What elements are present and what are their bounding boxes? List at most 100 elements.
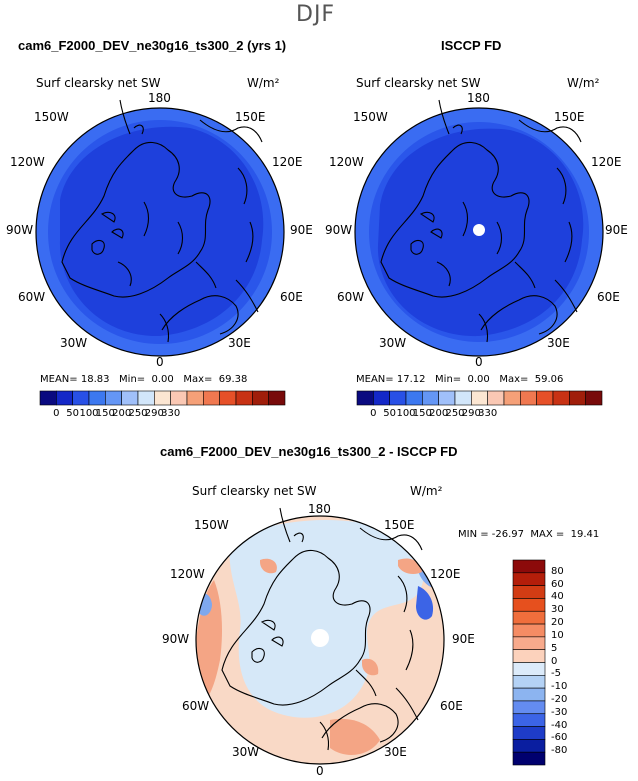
colorbar-swatch [56, 390, 73, 406]
lon-label: 30W [60, 336, 88, 350]
colorbar-tick-label: 100 [396, 408, 416, 419]
colorbar-swatch [170, 390, 188, 406]
lon-label: 150E [384, 518, 415, 532]
lon-label: 180 [148, 91, 171, 105]
lon-label: 120W [329, 155, 364, 169]
panel-title-model: cam6_F2000_DEV_ne30g16_ts300_2 (yrs 1) [18, 38, 287, 53]
colorbar-swatch [512, 636, 546, 650]
colorbar-swatch [552, 390, 570, 406]
units-label-model: W/m² [247, 76, 280, 90]
colorbar-tick-label: 330 [161, 408, 181, 419]
colorbar-swatch [39, 390, 57, 406]
lon-label: 150W [194, 518, 229, 532]
colorbar-swatch [438, 390, 456, 406]
lon-label: 180 [308, 502, 331, 516]
panel-title-obs: ISCCP FD [441, 38, 502, 53]
colorbar-swatch [471, 390, 488, 406]
colorbar-tick-label: 0 [370, 408, 377, 419]
colorbar-swatch [137, 390, 155, 406]
diff-field-label: Surf clearsky net SW [192, 484, 317, 498]
colorbar-swatch [512, 751, 546, 766]
colorbar-swatch [512, 623, 546, 638]
colorbar-swatch [536, 390, 554, 406]
lon-label: 30W [232, 745, 260, 759]
lon-label: 150W [34, 110, 69, 124]
map-panel-model [35, 99, 285, 357]
colorbar-swatch [512, 559, 546, 574]
diff-units-label: W/m² [410, 484, 443, 498]
colorbar-swatch [512, 572, 546, 586]
colorbar-swatch [569, 390, 586, 406]
lon-label: 90E [452, 632, 475, 646]
stats-model: MEAN= 18.83 Min= 0.00 Max= 69.38 [40, 374, 248, 385]
colorbar-swatch [405, 390, 423, 406]
colorbar-tick-label: 80 [551, 565, 564, 577]
colorbar-swatch [512, 739, 546, 753]
colorbar-tick-label: 330 [478, 408, 498, 419]
lon-label: 120E [591, 155, 622, 169]
lon-label: 60W [337, 290, 365, 304]
colorbar-obs [356, 390, 603, 406]
field-label-obs: Surf clearsky net SW [356, 76, 481, 90]
colorbar-tick-label: 50 [66, 408, 80, 419]
pole-hole [473, 224, 485, 236]
colorbar-swatch [422, 390, 439, 406]
lon-label: 30E [228, 336, 251, 350]
colorbar-tick-label: 150 [95, 408, 115, 419]
colorbar-swatch [373, 390, 390, 406]
lon-label: 0 [475, 355, 483, 369]
colorbar-tick-label: 30 [551, 604, 564, 616]
colorbar-swatch [88, 390, 106, 406]
colorbar-difference [512, 559, 546, 766]
lon-label: 90E [605, 223, 628, 237]
lon-label: 180 [467, 91, 490, 105]
lon-label: 60E [440, 699, 463, 713]
colorbar-tick-label: 10 [551, 629, 564, 641]
lon-label: 120E [272, 155, 303, 169]
colorbar-swatch [512, 687, 546, 702]
colorbar-tick-label: 0 [53, 408, 60, 419]
lon-label: 90W [325, 223, 353, 237]
stats-obs: MEAN= 17.12 Min= 0.00 Max= 59.06 [356, 374, 564, 385]
colorbar-swatch [454, 390, 472, 406]
colorbar-tick-label: 150 [412, 408, 432, 419]
colorbar-swatch [121, 390, 139, 406]
map-panel-obs [354, 99, 604, 357]
colorbar-swatch [219, 390, 237, 406]
colorbar-tick-label: 290 [144, 408, 164, 419]
lon-label: 90W [162, 632, 190, 646]
colorbar-swatch [512, 726, 546, 740]
colorbar-tick-label: 40 [551, 591, 564, 603]
lon-label: 120W [170, 567, 205, 581]
colorbar-swatch [512, 675, 546, 689]
lon-label: 150W [353, 110, 388, 124]
lon-label: 90E [290, 223, 313, 237]
colorbar-tick-label: -5 [551, 668, 561, 680]
lon-label: 30W [379, 336, 407, 350]
colorbar-swatch [105, 390, 122, 406]
colorbar-swatch [72, 390, 90, 406]
colorbar-swatch [186, 390, 204, 406]
colorbar-swatch [512, 610, 546, 625]
lon-label: 30E [384, 745, 407, 759]
colorbar-swatch [203, 390, 220, 406]
colorbar-tick-label: 100 [79, 408, 99, 419]
lon-label: 60W [18, 290, 46, 304]
colorbar-tick-label: 60 [551, 578, 564, 590]
colorbar-swatch [512, 700, 546, 715]
colorbar-tick-label: 0 [551, 655, 558, 667]
lon-label: 150E [235, 110, 266, 124]
colorbar-tick-label: -80 [551, 745, 568, 757]
lon-label: 60E [280, 290, 303, 304]
colorbar-model [39, 390, 286, 406]
diff-minmax: MIN = -26.97 MAX = 19.41 [458, 529, 600, 540]
colorbar-tick-label: 200 [429, 408, 449, 419]
colorbar-swatch [235, 390, 253, 406]
map-panel-difference [195, 507, 445, 765]
diff-title: cam6_F2000_DEV_ne30g16_ts300_2 - ISCCP F… [160, 444, 458, 459]
lon-label: 0 [316, 764, 324, 778]
colorbar-swatch [520, 390, 537, 406]
colorbar-swatch [512, 713, 546, 727]
colorbar-swatch [512, 662, 546, 676]
coastlines [61, 99, 263, 343]
